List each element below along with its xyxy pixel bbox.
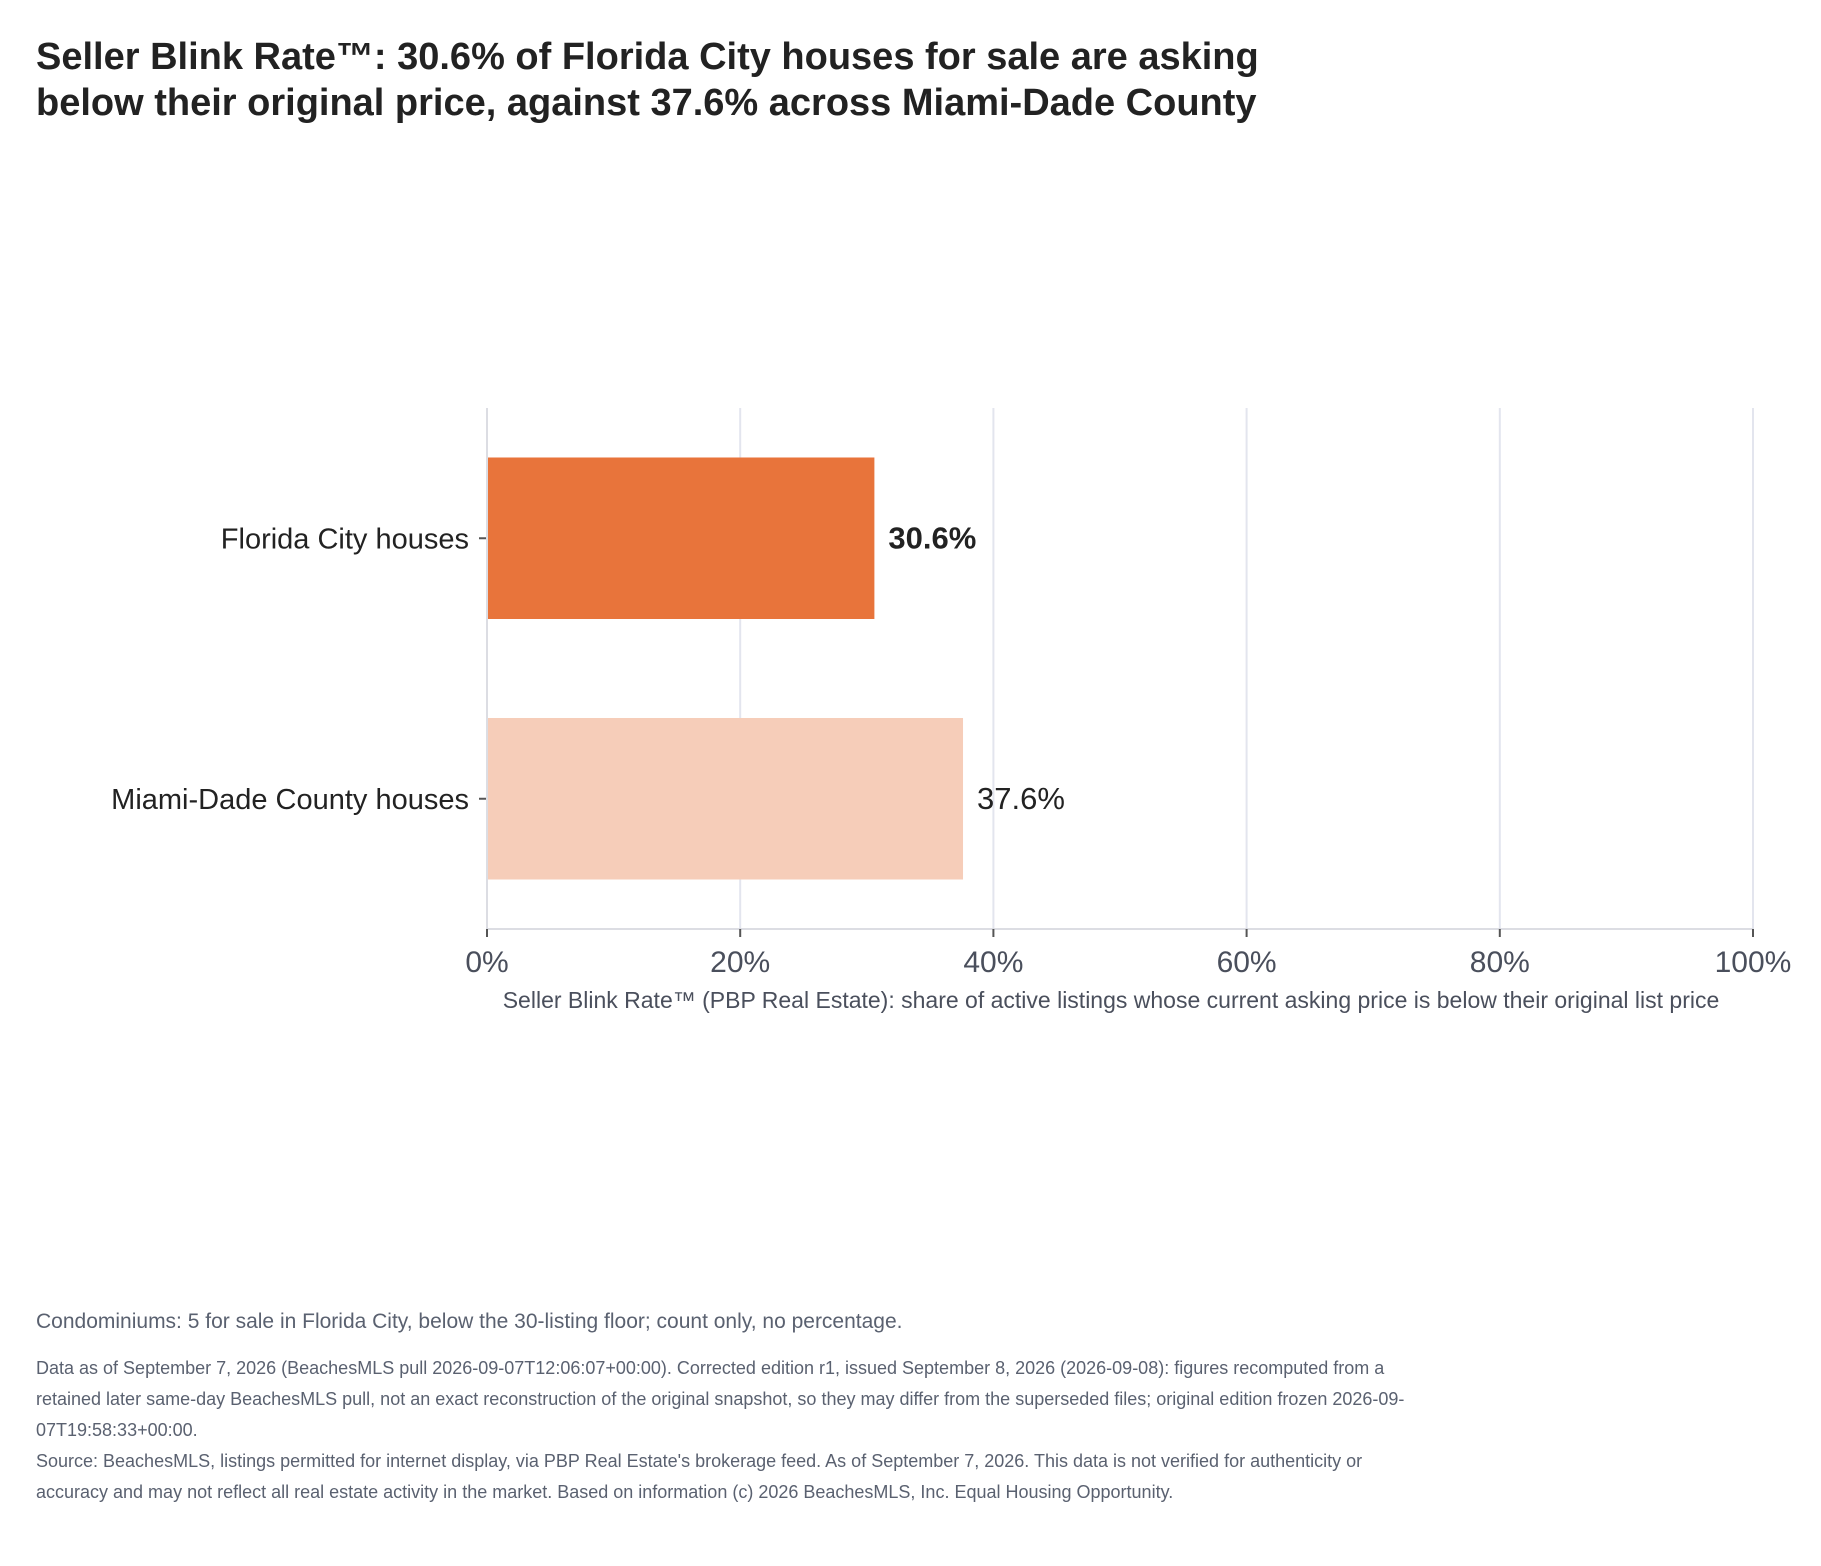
bars: 30.6% 37.6% [487,457,1065,880]
x-tick-label: 20% [710,946,770,979]
data-edition-note: Data as of September 7, 2026 (BeachesMLS… [36,1358,1405,1440]
condominium-note: Condominiums: 5 for sale in Florida City… [36,1310,903,1333]
x-tick-label: 0% [465,946,508,979]
x-tick-label: 60% [1217,946,1277,979]
bar-chart: 30.6% 37.6% Florida City houses Miami-Dade… [111,408,1791,1013]
x-axis-label: Seller Blink Rate™ (PBP Real Estate): sh… [503,987,1720,1013]
bar [487,717,964,880]
bar-value-label: 30.6% [888,520,976,555]
footnote: Data as of September 7, 2026 (BeachesMLS… [36,1353,1416,1508]
source-note: Source: BeachesMLS, listings permitted f… [36,1451,1363,1502]
bar-value-label: 37.6% [977,781,1065,816]
axes: Florida City houses Miami-Dade County hou… [111,408,1791,979]
chart-title: Seller Blink Rate™: 30.6% of Florida Cit… [36,36,1259,124]
x-tick-label: 100% [1715,946,1792,979]
x-tick-label: 40% [963,946,1023,979]
x-tick-label: 80% [1470,946,1530,979]
category-label: Florida City houses [221,523,469,555]
bar [487,457,875,620]
category-label: Miami-Dade County houses [111,784,469,816]
